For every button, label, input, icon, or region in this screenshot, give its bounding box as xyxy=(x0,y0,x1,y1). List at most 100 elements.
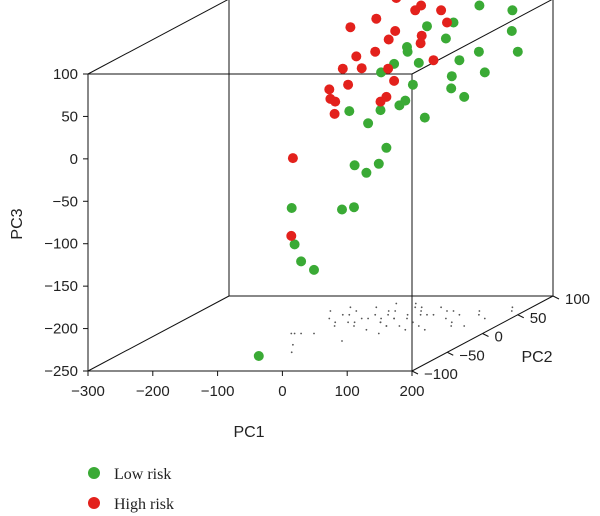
floor-dot xyxy=(334,321,337,324)
legend-item-low-risk: Low risk xyxy=(88,466,171,483)
point-low-risk xyxy=(361,167,372,178)
legend-marker-low-risk xyxy=(88,467,100,479)
point-high-risk xyxy=(337,63,348,74)
floor-dot xyxy=(463,325,466,327)
point-high-risk xyxy=(351,51,362,62)
z-tick-label: 50 xyxy=(61,108,78,125)
floor-dot xyxy=(412,321,414,324)
point-high-risk xyxy=(371,13,382,24)
y-tick-label: −100 xyxy=(424,366,458,383)
point-high-risk xyxy=(416,30,427,41)
point-low-risk xyxy=(512,46,523,57)
point-high-risk xyxy=(415,38,426,49)
plot-box xyxy=(87,0,554,372)
z-tick-label: −50 xyxy=(53,193,78,210)
point-low-risk xyxy=(337,204,347,215)
point-low-risk xyxy=(446,71,457,82)
point-low-risk xyxy=(381,142,392,153)
point-high-risk xyxy=(286,230,297,241)
floor-dot xyxy=(511,306,514,309)
floor-dot xyxy=(510,310,513,312)
legend-label-high-risk: High risk xyxy=(114,496,174,513)
floor-dot xyxy=(374,313,377,316)
floor-dot xyxy=(446,310,448,312)
point-low-risk xyxy=(373,158,384,169)
point-high-risk xyxy=(345,22,356,33)
y-tick xyxy=(552,295,560,300)
floor-dot xyxy=(349,306,352,309)
floor-dot xyxy=(450,325,453,327)
point-low-risk xyxy=(506,26,517,36)
floor-dot xyxy=(293,332,296,335)
box-edge xyxy=(87,0,229,75)
point-high-risk xyxy=(389,75,400,86)
point-low-risk xyxy=(459,91,470,102)
floor-dot xyxy=(348,313,351,316)
y-tick xyxy=(482,333,489,337)
floor-dot xyxy=(478,310,481,312)
x-tick-label: 100 xyxy=(335,383,360,400)
point-low-risk xyxy=(289,239,300,250)
point-low-risk xyxy=(440,33,451,44)
floor-dot xyxy=(355,310,358,312)
z-axis-title: PC3 xyxy=(9,208,26,239)
point-low-risk xyxy=(253,351,264,361)
floor-dot xyxy=(406,313,409,316)
floor-dot xyxy=(313,332,315,335)
box-edge xyxy=(87,295,230,372)
legend-item-high-risk: High risk xyxy=(88,496,174,513)
y-tick xyxy=(447,351,454,356)
floor-dot xyxy=(420,306,423,309)
z-tick-label: −100 xyxy=(44,236,78,253)
floor-dot xyxy=(385,325,388,327)
floor-dot xyxy=(290,351,293,354)
point-low-risk xyxy=(474,0,485,11)
floor-dot xyxy=(445,317,447,320)
floor-dot xyxy=(394,310,397,312)
point-high-risk xyxy=(329,108,340,119)
point-high-risk xyxy=(381,91,392,102)
point-high-risk xyxy=(416,0,427,11)
point-low-risk xyxy=(309,264,319,275)
point-low-risk xyxy=(419,112,430,123)
z-tick-label: −150 xyxy=(44,278,78,295)
floor-dot xyxy=(341,340,343,342)
point-low-risk xyxy=(454,55,465,66)
floor-dot xyxy=(419,313,422,316)
point-high-risk xyxy=(436,5,447,16)
point-high-risk xyxy=(343,79,354,90)
floor-dot xyxy=(365,328,368,331)
floor-dot xyxy=(440,306,442,309)
floor-dot xyxy=(393,317,395,320)
point-high-risk xyxy=(383,63,394,74)
floor-dot xyxy=(417,325,420,327)
legend-label-low-risk: Low risk xyxy=(114,466,171,483)
point-high-risk xyxy=(287,153,298,164)
floor-dot xyxy=(353,321,356,324)
floor-dot xyxy=(404,328,407,331)
point-low-risk xyxy=(479,67,490,78)
data-points xyxy=(253,0,523,361)
y-tick-label: 0 xyxy=(495,329,503,346)
floor-dot xyxy=(414,306,417,309)
point-low-risk xyxy=(422,21,432,32)
floor-dot xyxy=(379,321,382,324)
floor-dot xyxy=(387,313,389,316)
floor-dot xyxy=(450,321,453,324)
floor-dot xyxy=(458,313,461,316)
floor-dot xyxy=(478,313,480,316)
point-low-risk xyxy=(375,105,386,116)
point-high-risk xyxy=(383,34,394,45)
floor-dot xyxy=(398,325,401,327)
x-tick-label: 0 xyxy=(278,383,286,400)
point-high-risk xyxy=(324,84,335,95)
floor-dot xyxy=(395,302,398,305)
point-high-risk xyxy=(391,0,401,3)
axis-ticks: −300 −200 −100 0 100 200−250−200−150−100−5005… xyxy=(44,66,590,400)
point-low-risk xyxy=(402,42,412,52)
point-high-risk xyxy=(442,17,452,28)
point-low-risk xyxy=(446,83,457,94)
floor-dot xyxy=(377,332,380,335)
floor-dot xyxy=(414,302,417,305)
point-low-risk xyxy=(349,160,360,171)
